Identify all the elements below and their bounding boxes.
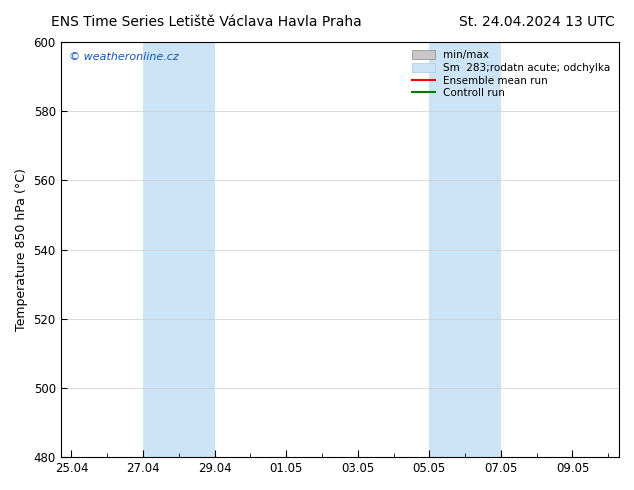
- Text: St. 24.04.2024 13 UTC: St. 24.04.2024 13 UTC: [459, 15, 615, 29]
- Bar: [143, 42, 214, 457]
- Y-axis label: Temperature 850 hPa (°C): Temperature 850 hPa (°C): [15, 168, 28, 331]
- Bar: [429, 42, 501, 457]
- Text: ENS Time Series Letiště Václava Havla Praha: ENS Time Series Letiště Václava Havla Pr…: [51, 15, 361, 29]
- Legend: min/max, Sm  283;rodatn acute; odchylka, Ensemble mean run, Controll run: min/max, Sm 283;rodatn acute; odchylka, …: [409, 47, 614, 101]
- Text: © weatheronline.cz: © weatheronline.cz: [69, 52, 179, 62]
